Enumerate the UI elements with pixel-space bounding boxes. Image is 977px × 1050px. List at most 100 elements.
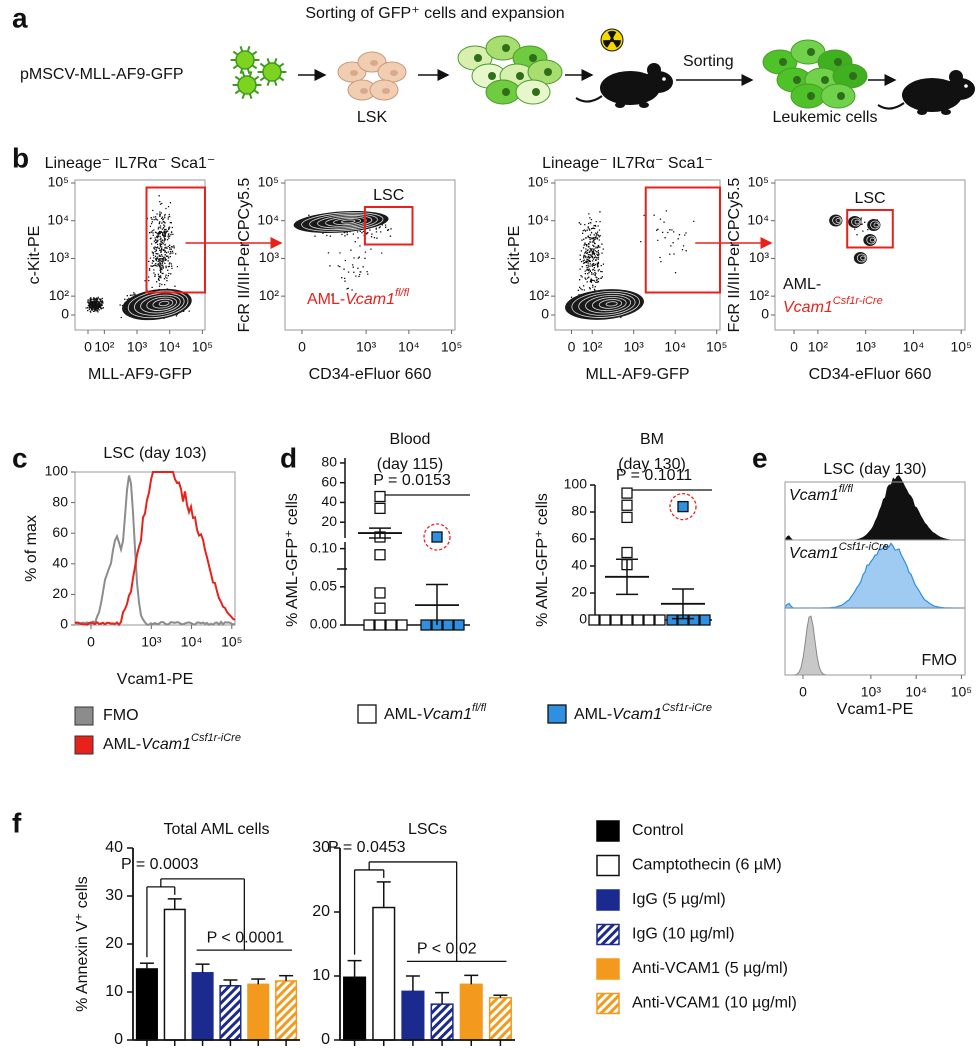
legend-swatch bbox=[596, 820, 620, 842]
data-point bbox=[453, 619, 465, 631]
data-point bbox=[385, 619, 397, 631]
sample-label: AML- bbox=[783, 276, 821, 293]
legend-swatch bbox=[74, 706, 94, 726]
aml-histogram bbox=[74, 471, 236, 627]
legend-label: FMO bbox=[103, 707, 139, 724]
data-point bbox=[666, 614, 678, 626]
contour bbox=[134, 292, 185, 316]
data-point bbox=[621, 499, 633, 511]
legend-label: IgG (5 µg/ml) bbox=[632, 891, 726, 908]
y-tick-label: 10³ bbox=[529, 249, 550, 265]
x-tick-label: 10⁴ bbox=[398, 339, 420, 355]
legend-label: AML-Vcam1fl/fl bbox=[384, 702, 487, 723]
mouse-foot bbox=[941, 109, 951, 115]
plot-frame bbox=[784, 481, 966, 676]
nucleus bbox=[390, 70, 398, 76]
contour bbox=[866, 235, 877, 245]
x-axis-label: Vcam1-PE bbox=[837, 701, 913, 718]
y-tick-label: 10⁵ bbox=[258, 174, 279, 190]
p-value: P = 0.0453 bbox=[328, 839, 406, 856]
legend-swatch bbox=[74, 735, 94, 755]
mouse-tail bbox=[877, 102, 905, 110]
y-tick-label: 10⁵ bbox=[528, 174, 549, 190]
contour bbox=[832, 216, 842, 225]
y-tick-label: 10⁵ bbox=[48, 174, 69, 190]
y-tick-label: 40 bbox=[321, 493, 337, 509]
text-part: Vcam1 bbox=[422, 706, 472, 723]
data-point bbox=[431, 531, 443, 543]
text-part: fl/fl bbox=[472, 702, 487, 714]
bar bbox=[219, 985, 242, 1041]
legend-label: Control bbox=[632, 822, 684, 839]
contour bbox=[152, 298, 174, 309]
mouse-eye bbox=[964, 84, 968, 88]
y-tick-label: 0.00 bbox=[310, 616, 337, 632]
text-part: Vcam1 bbox=[783, 299, 833, 316]
y-tick-label: 30 bbox=[105, 887, 123, 904]
nucleus bbox=[360, 88, 368, 94]
panel-label: f bbox=[12, 807, 22, 838]
data-point bbox=[599, 614, 611, 626]
plot-frame bbox=[74, 471, 236, 626]
bar bbox=[247, 983, 270, 1041]
bar bbox=[343, 976, 367, 1041]
text-part: Csf1r-iCre bbox=[833, 295, 883, 307]
legend-label: AML-Vcam1Csf1r-iCre bbox=[103, 732, 241, 753]
text-part: FMO bbox=[921, 652, 957, 669]
y-tick-label: 20 bbox=[321, 513, 337, 529]
legend-swatch bbox=[596, 958, 620, 980]
p-value: P = 0.0153 bbox=[373, 472, 451, 489]
highlight-circle bbox=[423, 523, 451, 551]
nucleus bbox=[370, 60, 378, 66]
leukemic-label: Leukemic cells bbox=[773, 109, 878, 126]
nucleus bbox=[488, 72, 496, 80]
histogram bbox=[785, 475, 965, 540]
y-axis-label: % AML-GFP⁺ cells bbox=[284, 493, 301, 627]
y-tick-label: 0 bbox=[61, 306, 69, 322]
vector-label: pMSCV-MLL-AF9-GFP bbox=[20, 66, 184, 83]
mouse-ear bbox=[949, 70, 963, 84]
plot-frame bbox=[284, 179, 456, 331]
panel-label: d bbox=[280, 442, 297, 473]
y-tick-label: 20 bbox=[312, 903, 330, 920]
y-tick-label: 0 bbox=[541, 306, 549, 322]
highlight-circle bbox=[669, 492, 697, 521]
legend-swatch bbox=[547, 704, 567, 724]
y-axis-label: FcR II/III-PerCPCy5.5 bbox=[236, 178, 253, 333]
data-point bbox=[643, 614, 655, 626]
y-axis-label: % Annexin V⁺ cells bbox=[74, 876, 91, 1012]
sample-label: Vcam1Csf1r-iCre bbox=[783, 295, 883, 316]
text-part: FMO bbox=[103, 707, 139, 724]
legend-label: Anti-VCAM1 (5 µg/ml) bbox=[632, 960, 788, 977]
data-point bbox=[374, 502, 386, 515]
legend-swatch bbox=[357, 704, 377, 724]
data-point bbox=[621, 511, 633, 524]
contour bbox=[598, 299, 623, 309]
y-tick-label: 40 bbox=[52, 555, 68, 571]
nucleus bbox=[821, 76, 829, 84]
x-tick-label: 0 bbox=[568, 339, 576, 355]
contour bbox=[140, 294, 181, 314]
legend-swatch bbox=[596, 992, 620, 1015]
gate-label: LSC bbox=[854, 190, 885, 207]
y-tick-label: 20 bbox=[571, 584, 587, 600]
mouse-eye bbox=[662, 77, 666, 81]
y-tick-label: 80 bbox=[571, 503, 587, 519]
x-tick-label: 10⁵ bbox=[221, 634, 242, 650]
data-point bbox=[654, 614, 666, 626]
mouse-foot bbox=[917, 109, 927, 115]
x-tick-label: 10⁴ bbox=[159, 339, 181, 355]
text-part: AML- bbox=[574, 706, 612, 723]
x-tick-label: 10⁵ bbox=[192, 339, 213, 355]
y-tick-label: 10 bbox=[105, 983, 123, 1000]
contour bbox=[571, 290, 640, 318]
y-tick-label: 0.05 bbox=[310, 578, 337, 594]
x-tick-label: 10² bbox=[94, 339, 115, 355]
data-point bbox=[396, 619, 408, 631]
y-tick-label: 60 bbox=[571, 530, 587, 546]
contour bbox=[158, 300, 170, 307]
contour bbox=[591, 297, 627, 312]
contour-outer bbox=[122, 288, 192, 321]
radiation-blade bbox=[603, 40, 612, 48]
